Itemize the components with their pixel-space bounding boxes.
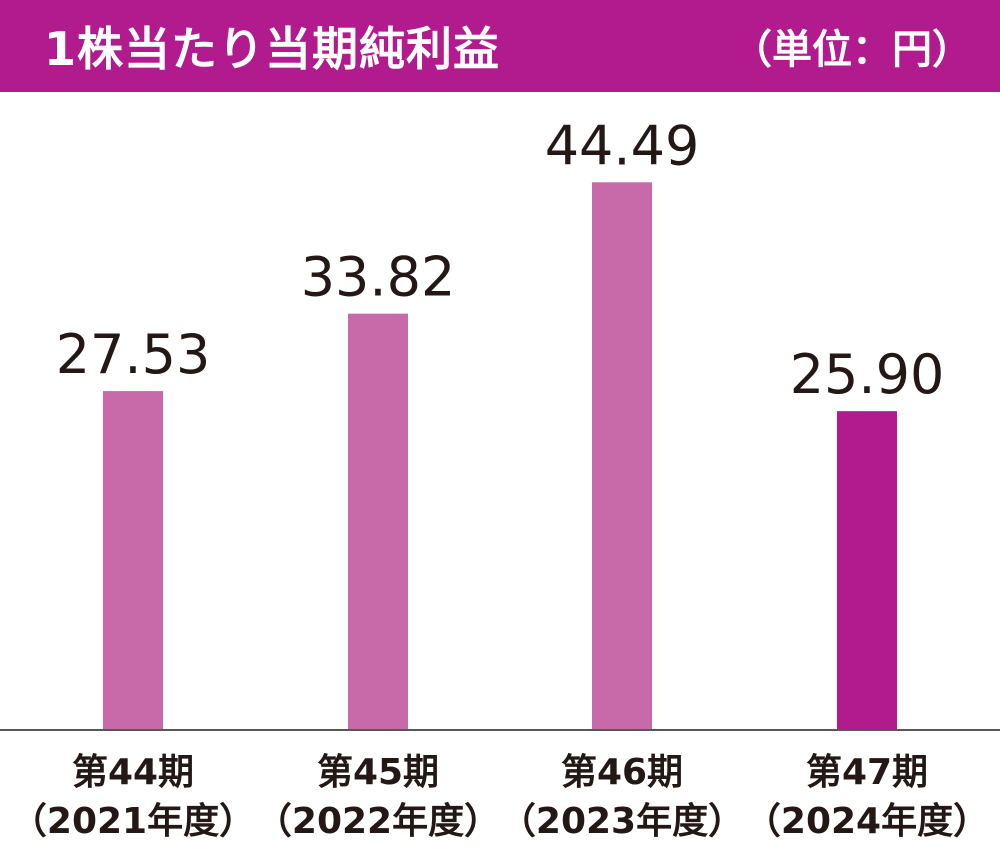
bar-1 (103, 391, 163, 730)
value-label-1: 27.53 (56, 323, 211, 386)
category-label-period-1: 第44期 (72, 752, 194, 793)
category-label-period-3: 第46期 (561, 752, 683, 793)
value-label-3: 44.49 (545, 114, 700, 177)
category-label-year-1: （2021年度） (11, 801, 255, 842)
category-label-period-2: 第45期 (317, 752, 439, 793)
category-label-period-4: 第47期 (806, 752, 928, 793)
category-label-year-3: （2023年度） (500, 801, 744, 842)
bar-3 (592, 182, 652, 731)
bar-4 (837, 411, 897, 730)
chart-header: 1株当たり当期純利益 （単位：円） (0, 0, 1000, 92)
chart-title: 1株当たり当期純利益 (44, 22, 501, 76)
value-label-2: 33.82 (301, 246, 456, 309)
category-label-year-4: （2024年度） (745, 801, 989, 842)
category-label-year-2: （2022年度） (256, 801, 500, 842)
value-label-4: 25.90 (790, 343, 945, 406)
unit-label: （単位：円） (732, 27, 972, 73)
bar-2 (348, 313, 408, 730)
